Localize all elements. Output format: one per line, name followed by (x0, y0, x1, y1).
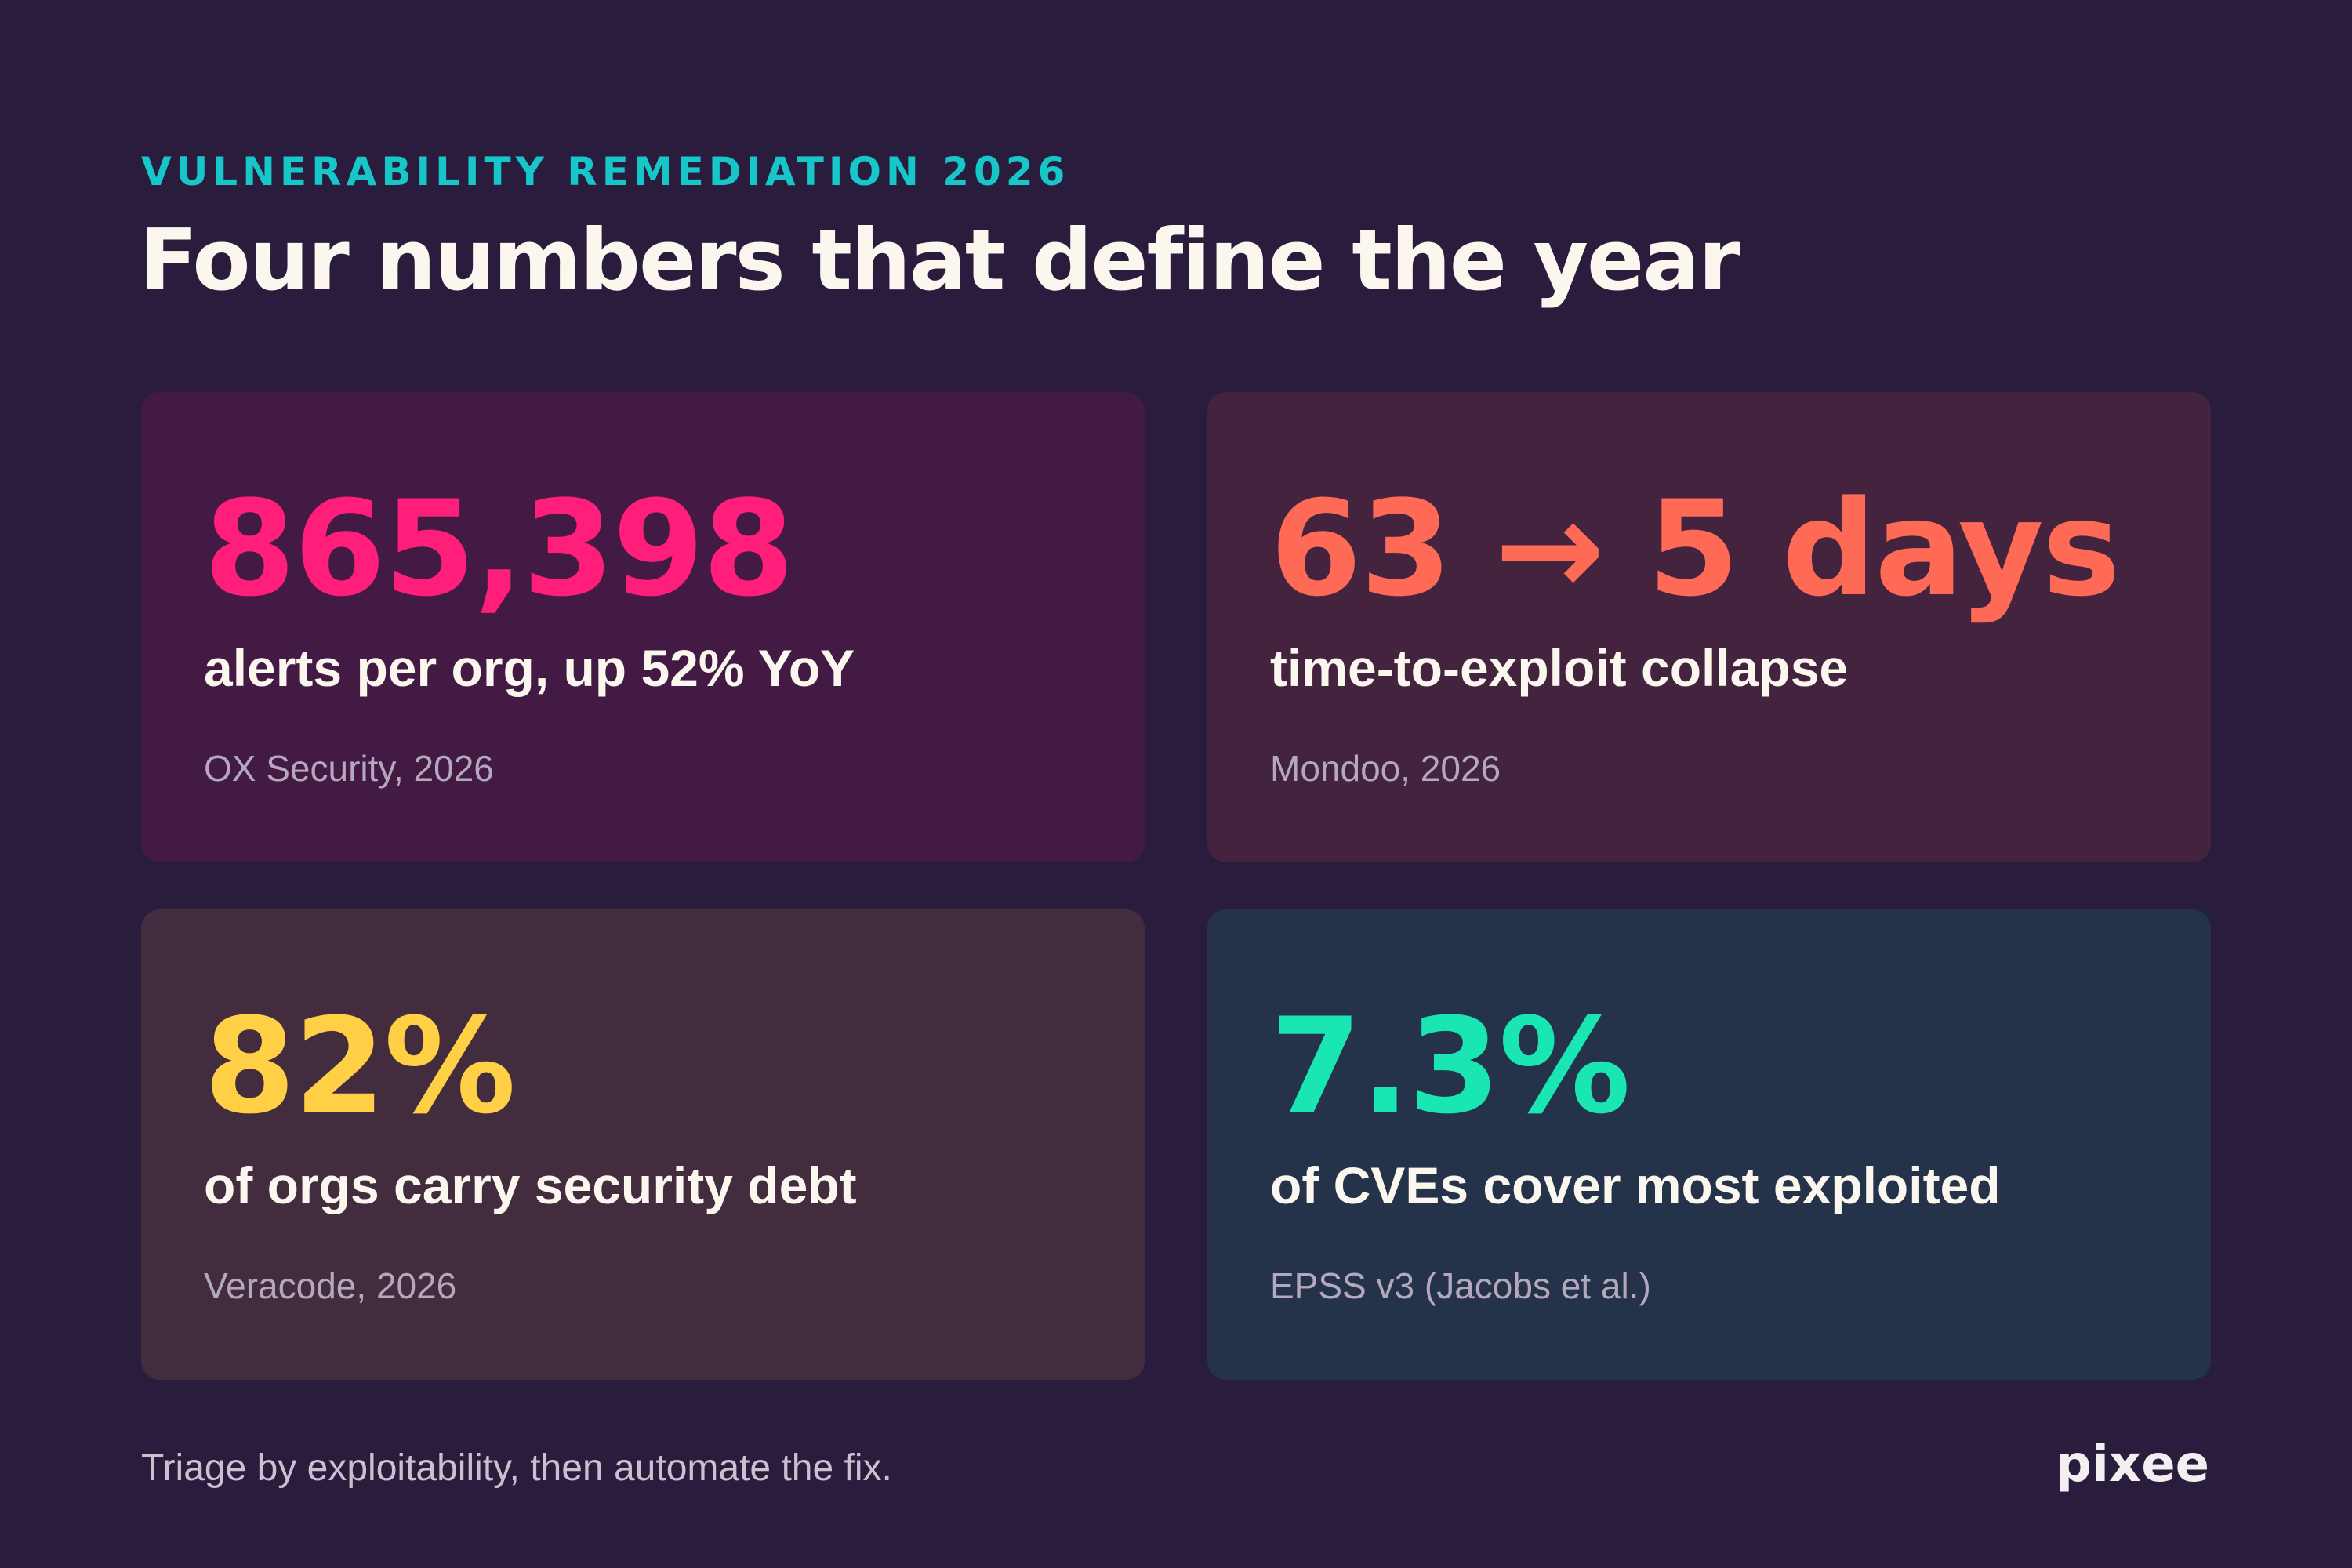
stat-source: EPSS v3 (Jacobs et al.) (1270, 1265, 1651, 1306)
stat-source: OX Security, 2026 (204, 748, 494, 789)
eyebrow-label: VULNERABILITY REMEDIATION 2026 (141, 149, 1070, 194)
stat-card-security-debt: 82% of orgs carry security debt Veracode… (141, 909, 1145, 1380)
stat-value: 82% (204, 989, 516, 1143)
stat-value: 865,398 (204, 472, 794, 626)
stat-description: of CVEs cover most exploited (1270, 1156, 2001, 1214)
stat-description: of orgs carry security debt (204, 1156, 857, 1214)
stat-description: time-to-exploit collapse (1270, 639, 1849, 697)
stat-card-alerts: 865,398 alerts per org, up 52% YoY OX Se… (141, 392, 1145, 862)
stat-source: Mondoo, 2026 (1270, 748, 1501, 789)
stat-card-time-to-exploit: 63 → 5 days time-to-exploit collapse Mon… (1207, 392, 2211, 862)
brand-logo: pixee (2056, 1436, 2209, 1494)
stat-value: 7.3% (1270, 989, 1631, 1143)
page-title: Four numbers that define the year (140, 212, 1740, 310)
stat-description: alerts per org, up 52% YoY (204, 639, 855, 697)
footer-tagline: Triage by exploitability, then automate … (141, 1447, 892, 1489)
stat-card-cves: 7.3% of CVEs cover most exploited EPSS v… (1207, 909, 2211, 1380)
stat-value: 63 → 5 days (1270, 472, 2121, 626)
stat-source: Veracode, 2026 (204, 1265, 457, 1306)
